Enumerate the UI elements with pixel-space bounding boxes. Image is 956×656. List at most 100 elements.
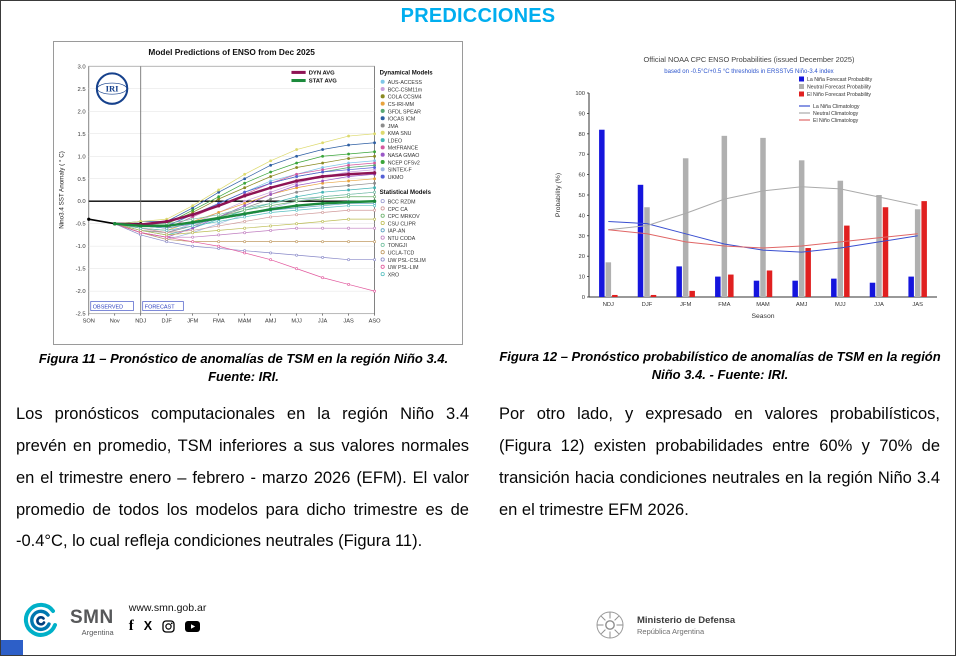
svg-text:SINTEX-F: SINTEX-F xyxy=(388,168,412,174)
svg-text:FMA: FMA xyxy=(213,319,225,325)
svg-text:3.0: 3.0 xyxy=(78,64,87,70)
svg-text:JJA: JJA xyxy=(318,319,328,325)
svg-text:JAS: JAS xyxy=(343,319,354,325)
svg-text:Season: Season xyxy=(751,313,774,320)
ministry-footer: Ministerio de Defensa República Argentin… xyxy=(591,606,735,644)
svg-text:-2.5: -2.5 xyxy=(76,312,87,318)
svg-text:NDJ: NDJ xyxy=(603,302,614,308)
svg-text:-0.5: -0.5 xyxy=(76,222,87,228)
ministry-name: Ministerio de Defensa xyxy=(637,614,736,626)
svg-text:2.0: 2.0 xyxy=(78,109,87,115)
svg-text:OBSERVED: OBSERVED xyxy=(93,305,123,311)
svg-text:70: 70 xyxy=(579,152,585,158)
figure11-caption: Figura 11 – Pronóstico de anomalías de T… xyxy=(38,351,449,385)
svg-text:NTU CODA: NTU CODA xyxy=(388,236,416,242)
svg-text:SON: SON xyxy=(83,319,95,325)
svg-text:Neutral Forecast Probability: Neutral Forecast Probability xyxy=(807,85,871,91)
svg-text:JFM: JFM xyxy=(680,302,691,308)
svg-text:Neutral Climatology: Neutral Climatology xyxy=(813,111,859,117)
svg-text:BCC-CSM11m: BCC-CSM11m xyxy=(388,87,423,93)
svg-text:JFM: JFM xyxy=(187,319,198,325)
svg-text:JAS: JAS xyxy=(912,302,923,308)
svg-text:CPC CA: CPC CA xyxy=(388,207,408,213)
ministry-emblem-icon xyxy=(596,611,624,639)
svg-text:1.5: 1.5 xyxy=(78,132,87,138)
svg-text:UCLA-TCD: UCLA-TCD xyxy=(388,251,415,257)
svg-text:MJJ: MJJ xyxy=(291,319,302,325)
svg-text:Probability (%): Probability (%) xyxy=(555,173,562,217)
ministry-country: República Argentina xyxy=(637,626,705,636)
svg-text:30: 30 xyxy=(579,234,585,240)
svg-text:BCC RZDM: BCC RZDM xyxy=(388,199,416,205)
svg-text:La Niña Climatology: La Niña Climatology xyxy=(813,104,860,110)
fig11-svg: Model Predictions of ENSO from Dec 2025 -… xyxy=(57,47,434,325)
svg-text:IRI: IRI xyxy=(106,84,120,94)
svg-text:AUS-ACCESS: AUS-ACCESS xyxy=(388,80,423,86)
svg-text:GFDL SPEAR: GFDL SPEAR xyxy=(388,109,421,115)
smn-logo-icon xyxy=(23,602,57,637)
svg-text:Dynamical Models: Dynamical Models xyxy=(380,69,434,76)
svg-text:NCEP CFSv2: NCEP CFSv2 xyxy=(388,160,420,166)
facebook-icon[interactable]: f xyxy=(128,618,134,634)
svg-text:COLA CCSM4: COLA CCSM4 xyxy=(388,95,422,101)
svg-text:-1.0: -1.0 xyxy=(76,244,87,250)
ministry-text: Ministerio de Defensa República Argentin… xyxy=(637,615,735,636)
svg-text:Nino3.4 SST Anomaly ( ° C): Nino3.4 SST Anomaly ( ° C) xyxy=(57,151,65,229)
svg-text:100: 100 xyxy=(575,91,585,97)
svg-text:KMA SNU: KMA SNU xyxy=(388,131,412,137)
svg-text:UW PSL-LIM: UW PSL-LIM xyxy=(388,265,419,271)
svg-text:XRO: XRO xyxy=(388,272,399,278)
corner-decoration xyxy=(1,640,23,655)
fig12-svg: Official NOAA CPC ENSO Probabilities (is… xyxy=(555,55,947,320)
smn-footer: SMN Argentina www.smn.gob.ar f X xyxy=(17,598,206,644)
svg-text:MJJ: MJJ xyxy=(835,302,846,308)
figure12-noaa-probabilities-chart: Official NOAA CPC ENSO Probabilities (is… xyxy=(549,49,949,339)
svg-text:based on -0.5°C/+0.5 °C thresh: based on -0.5°C/+0.5 °C thresholds in ER… xyxy=(664,69,833,75)
svg-text:IAP-AN: IAP-AN xyxy=(388,229,406,235)
youtube-icon[interactable] xyxy=(185,621,201,632)
svg-text:El Niño Forecast Probability: El Niño Forecast Probability xyxy=(807,92,871,98)
svg-text:0.0: 0.0 xyxy=(78,199,87,205)
svg-text:NASA GMAO: NASA GMAO xyxy=(388,153,420,159)
x-icon[interactable]: X xyxy=(143,619,153,633)
svg-text:MAM: MAM xyxy=(756,302,770,308)
svg-text:-2.0: -2.0 xyxy=(76,289,87,295)
svg-text:LDEO: LDEO xyxy=(388,138,402,144)
svg-text:1.0: 1.0 xyxy=(78,154,87,160)
svg-text:JMA: JMA xyxy=(388,124,399,130)
svg-text:JJA: JJA xyxy=(874,302,884,308)
smn-subtitle: Argentina xyxy=(81,628,114,637)
svg-text:DYN AVG: DYN AVG xyxy=(309,70,335,76)
svg-text:10: 10 xyxy=(579,275,585,281)
svg-text:FORECAST: FORECAST xyxy=(145,305,175,311)
figure12-caption: Figura 12 – Pronóstico probabilístico de… xyxy=(499,349,941,383)
smn-wordmark: SMN Argentina xyxy=(70,608,114,637)
figure11-enso-plume-chart: Model Predictions of ENSO from Dec 2025 -… xyxy=(53,41,463,345)
svg-text:50: 50 xyxy=(579,193,585,199)
svg-text:90: 90 xyxy=(579,111,585,117)
page-title: PREDICCIONES xyxy=(400,5,556,27)
svg-text:DJF: DJF xyxy=(642,302,653,308)
website-url[interactable]: www.smn.gob.ar xyxy=(128,602,207,614)
svg-text:UKMO: UKMO xyxy=(388,175,404,181)
social-icons: f X xyxy=(128,618,207,634)
smn-links: www.smn.gob.ar f X xyxy=(128,602,207,634)
svg-text:STAT AVG: STAT AVG xyxy=(309,79,338,85)
svg-text:80: 80 xyxy=(579,132,585,138)
instagram-icon[interactable] xyxy=(162,620,175,633)
svg-text:ASO: ASO xyxy=(369,319,382,325)
svg-text:-1.5: -1.5 xyxy=(76,267,87,273)
svg-text:FMA: FMA xyxy=(718,302,730,308)
svg-text:AMJ: AMJ xyxy=(796,302,808,308)
smn-name: SMN xyxy=(70,607,114,628)
svg-text:IOCAS ICM: IOCAS ICM xyxy=(388,117,416,123)
svg-text:NDJ: NDJ xyxy=(135,319,146,325)
svg-text:DJF: DJF xyxy=(162,319,173,325)
svg-text:20: 20 xyxy=(579,254,585,260)
svg-text:Model Predictions of ENSO from: Model Predictions of ENSO from Dec 2025 xyxy=(148,47,315,57)
right-paragraph: Por otro lado, y expresado en valores pr… xyxy=(499,405,940,519)
svg-text:0.5: 0.5 xyxy=(78,177,87,183)
svg-text:60: 60 xyxy=(579,173,585,179)
svg-text:La Niña Forecast Probability: La Niña Forecast Probability xyxy=(807,77,873,83)
